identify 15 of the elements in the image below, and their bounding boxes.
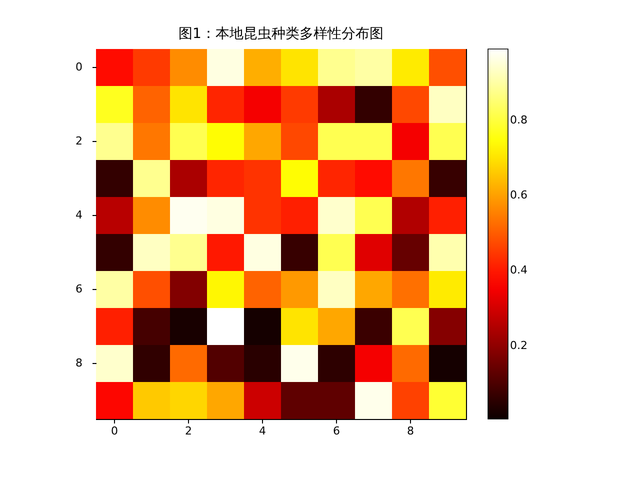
x-tick-label: 0: [111, 424, 118, 438]
x-tick-label: 8: [407, 424, 414, 438]
color-bar-label: 0.2: [510, 338, 528, 352]
color-bar-label: 0.4: [510, 264, 528, 277]
x-tick-label: 2: [185, 424, 192, 438]
y-tick-label: 8: [76, 356, 82, 370]
y-tick-label: 4: [76, 208, 82, 222]
chart-title: 图1：本地昆虫种类多样性分布图: [178, 26, 384, 42]
y-tick-label: 0: [76, 60, 82, 74]
x-tick-label: 6: [333, 424, 340, 438]
color-bar-label: 0.8: [510, 113, 528, 126]
color-bar-label: 0.6: [510, 188, 528, 202]
y-tick-label: 2: [76, 134, 82, 148]
y-tick-label: 6: [76, 282, 82, 296]
x-tick-label: 4: [259, 424, 266, 438]
